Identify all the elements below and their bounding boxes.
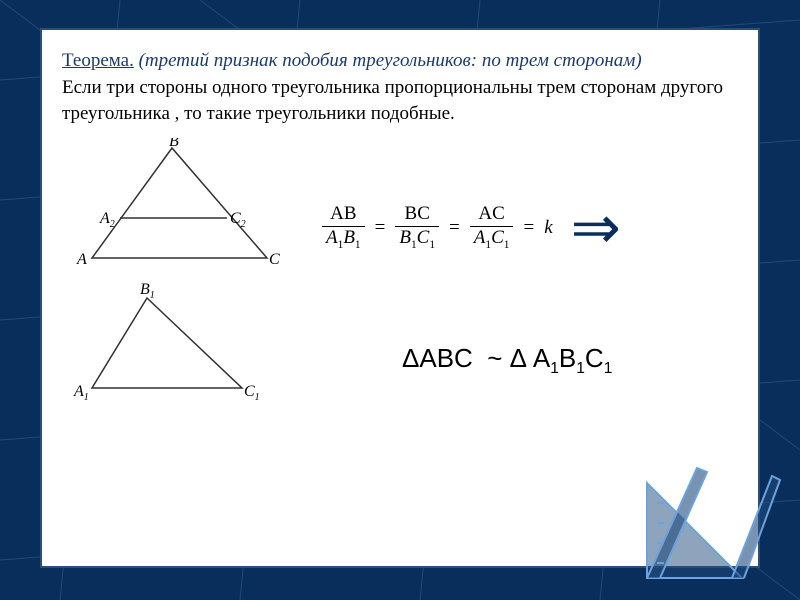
fraction-equation: AB A1B1 = BC B1C1 = AC A1C1 = k [322, 204, 553, 251]
frac-2: BC B1C1 [395, 204, 439, 251]
label-A2: A2 [99, 210, 115, 230]
label-C: C [269, 251, 280, 268]
label-A: A [76, 251, 87, 268]
conclusion-text: ΔABC ~ Δ A1B1C1 [402, 343, 612, 378]
theorem-title: Теорема. [62, 50, 134, 71]
label-B: B [169, 138, 179, 150]
theorem-subtitle: (третий признак подобия треугольников: п… [139, 50, 642, 71]
proportion-formula: AB A1B1 = BC B1C1 = AC A1C1 = k ⇒ [322, 198, 732, 258]
label-A1: A1 [73, 383, 89, 403]
label-C1: C1 [244, 383, 260, 403]
label-C2: C2 [230, 210, 246, 230]
theorem-body: Если три стороны одного треугольника про… [62, 77, 723, 125]
frac-3: AC A1C1 [470, 204, 514, 251]
triangles-diagram: A B C A2 C2 A1 B1 C1 [72, 138, 282, 408]
geometry-tools-icon [632, 448, 782, 588]
implies-arrow-icon: ⇒ [571, 198, 621, 258]
frac-1: AB A1B1 [322, 204, 365, 251]
k-constant: k [544, 217, 552, 239]
theorem-paragraph: Теорема. (третий признак подобия треугол… [62, 48, 738, 128]
